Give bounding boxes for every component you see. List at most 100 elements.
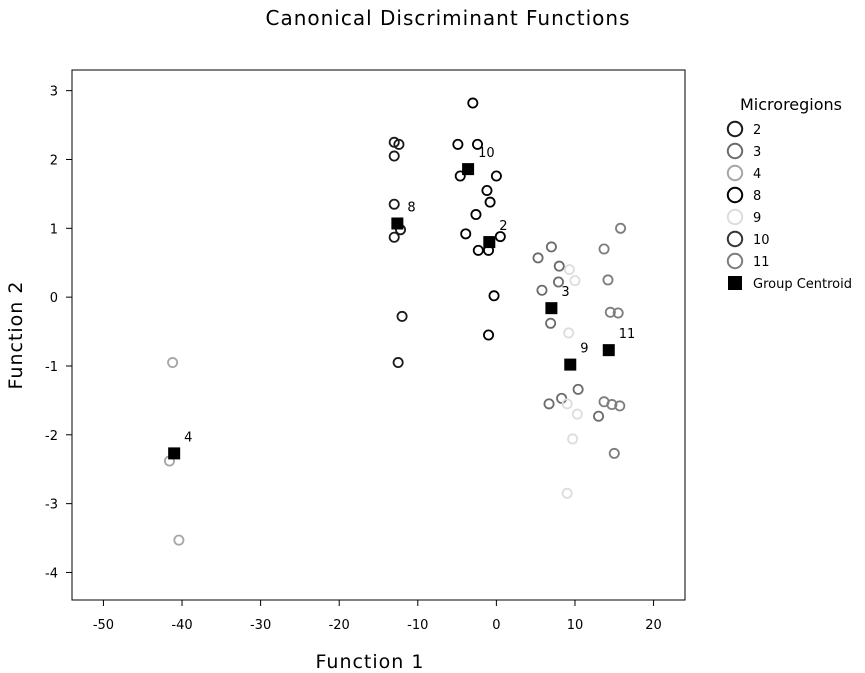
- y-axis-title: Function 2: [5, 281, 27, 390]
- y-tick-label: -1: [45, 360, 58, 375]
- legend-symbol-region-10: [726, 230, 744, 248]
- data-point-region-8: [488, 290, 500, 302]
- y-tick-label: -4: [45, 566, 58, 581]
- data-point-region-8: [484, 196, 496, 208]
- x-tick-label: 10: [567, 618, 584, 633]
- data-point-region-11: [598, 243, 610, 255]
- data-point-region-11: [602, 274, 614, 286]
- centroid-label-2: 2: [499, 219, 507, 234]
- data-point-region-11: [612, 307, 624, 319]
- y-tick-label: 1: [50, 222, 58, 237]
- centroid-marker-4: [168, 447, 181, 460]
- centroid-label-10: 10: [478, 146, 495, 161]
- data-point-region-3: [593, 410, 605, 422]
- legend-symbol-region-8: [726, 186, 744, 204]
- centroid-marker-11: [602, 344, 615, 357]
- legend-label-region-10: 10: [753, 233, 770, 248]
- centroid-marker-8: [391, 217, 404, 230]
- legend-items: 2 3 4 8 9 10 11 Group Centroid: [726, 120, 852, 292]
- data-points: [163, 97, 627, 546]
- centroid-label-8: 8: [407, 200, 415, 215]
- legend-symbol-region-3: [726, 142, 744, 160]
- legend-label-region-2: 2: [753, 123, 761, 138]
- centroid-marker-9: [564, 358, 577, 371]
- y-tick-label: -3: [45, 498, 58, 513]
- data-point-region-8: [452, 138, 464, 150]
- data-point-region-2: [396, 310, 408, 322]
- data-point-region-9: [563, 327, 575, 339]
- legend-label-centroid: Group Centroid: [753, 277, 852, 292]
- data-point-region-9: [563, 264, 575, 276]
- centroid-label-9: 9: [580, 342, 588, 357]
- data-point-region-11: [608, 447, 620, 459]
- y-tick-label: 3: [50, 85, 58, 100]
- data-point-region-9: [561, 487, 573, 499]
- group-centroids: 2 3 4 8 9 10 11: [168, 146, 636, 460]
- legend-label-region-4: 4: [753, 167, 761, 182]
- data-point-region-3: [543, 398, 555, 410]
- x-tick-label: 20: [645, 618, 662, 633]
- data-point-region-11: [604, 306, 616, 318]
- data-point-region-9: [571, 408, 583, 420]
- data-point-region-3: [532, 252, 544, 264]
- x-tick-label: -40: [171, 618, 192, 633]
- data-point-region-8: [467, 97, 479, 109]
- centroid-marker-3: [545, 302, 558, 315]
- legend-label-region-11: 11: [753, 255, 770, 270]
- data-point-region-3: [556, 392, 568, 404]
- data-point-region-3: [553, 260, 565, 272]
- data-point-region-11: [614, 400, 626, 412]
- data-point-region-8: [460, 228, 472, 240]
- chart-title: Canonical Discriminant Functions: [265, 6, 630, 30]
- data-point-region-2: [392, 357, 404, 369]
- legend-symbol-region-2: [726, 120, 744, 138]
- x-tick-label: -10: [407, 618, 428, 633]
- x-axis: -50 -40 -30 -20 -10 0 10 20: [93, 600, 662, 633]
- legend-symbol-region-9: [726, 208, 744, 226]
- legend-title: Microregions: [740, 95, 842, 114]
- legend: Microregions 2 3 4 8 9 10 11 Group Centroid: [726, 95, 852, 292]
- data-point-region-2: [388, 231, 400, 243]
- y-tick-label: -2: [45, 429, 58, 444]
- centroid-marker-2: [483, 236, 496, 249]
- data-point-region-9: [569, 275, 581, 287]
- data-point-region-2: [388, 150, 400, 162]
- x-axis-title: Function 1: [316, 651, 425, 673]
- legend-label-region-9: 9: [753, 211, 761, 226]
- data-point-region-8: [454, 170, 466, 182]
- centroid-label-4: 4: [184, 430, 192, 445]
- plot-frame: [71, 69, 686, 601]
- y-tick-label: 0: [50, 291, 58, 306]
- x-tick-label: -20: [329, 618, 350, 633]
- x-tick-label: -50: [93, 618, 114, 633]
- data-point-region-2: [393, 138, 405, 150]
- data-point-region-8: [494, 231, 506, 243]
- data-point-region-11: [606, 399, 618, 411]
- centroid-label-11: 11: [619, 327, 636, 342]
- data-point-region-3: [545, 241, 557, 253]
- centroid-label-3: 3: [561, 285, 569, 300]
- y-tick-label: 2: [50, 153, 58, 168]
- data-point-region-8: [490, 170, 502, 182]
- data-point-region-3: [545, 317, 557, 329]
- legend-symbol-centroid: [728, 276, 742, 290]
- centroid-marker-10: [462, 163, 475, 176]
- legend-label-region-8: 8: [753, 189, 761, 204]
- data-point-region-3: [552, 276, 564, 288]
- y-axis: 3 2 1 0 -1 -2 -3 -4: [45, 85, 72, 581]
- data-point-region-11: [615, 222, 627, 234]
- data-point-region-8: [470, 209, 482, 221]
- data-point-region-4: [173, 534, 185, 546]
- data-point-region-3: [572, 383, 584, 395]
- data-point-region-8: [483, 329, 495, 341]
- legend-symbol-region-4: [726, 164, 744, 182]
- data-point-region-8: [481, 184, 493, 196]
- legend-label-region-3: 3: [753, 145, 761, 160]
- data-point-region-8: [472, 244, 484, 256]
- x-tick-label: 0: [492, 618, 500, 633]
- data-point-region-9: [567, 433, 579, 445]
- data-point-region-8: [472, 138, 484, 150]
- data-point-region-9: [561, 398, 573, 410]
- data-point-region-4: [167, 357, 179, 369]
